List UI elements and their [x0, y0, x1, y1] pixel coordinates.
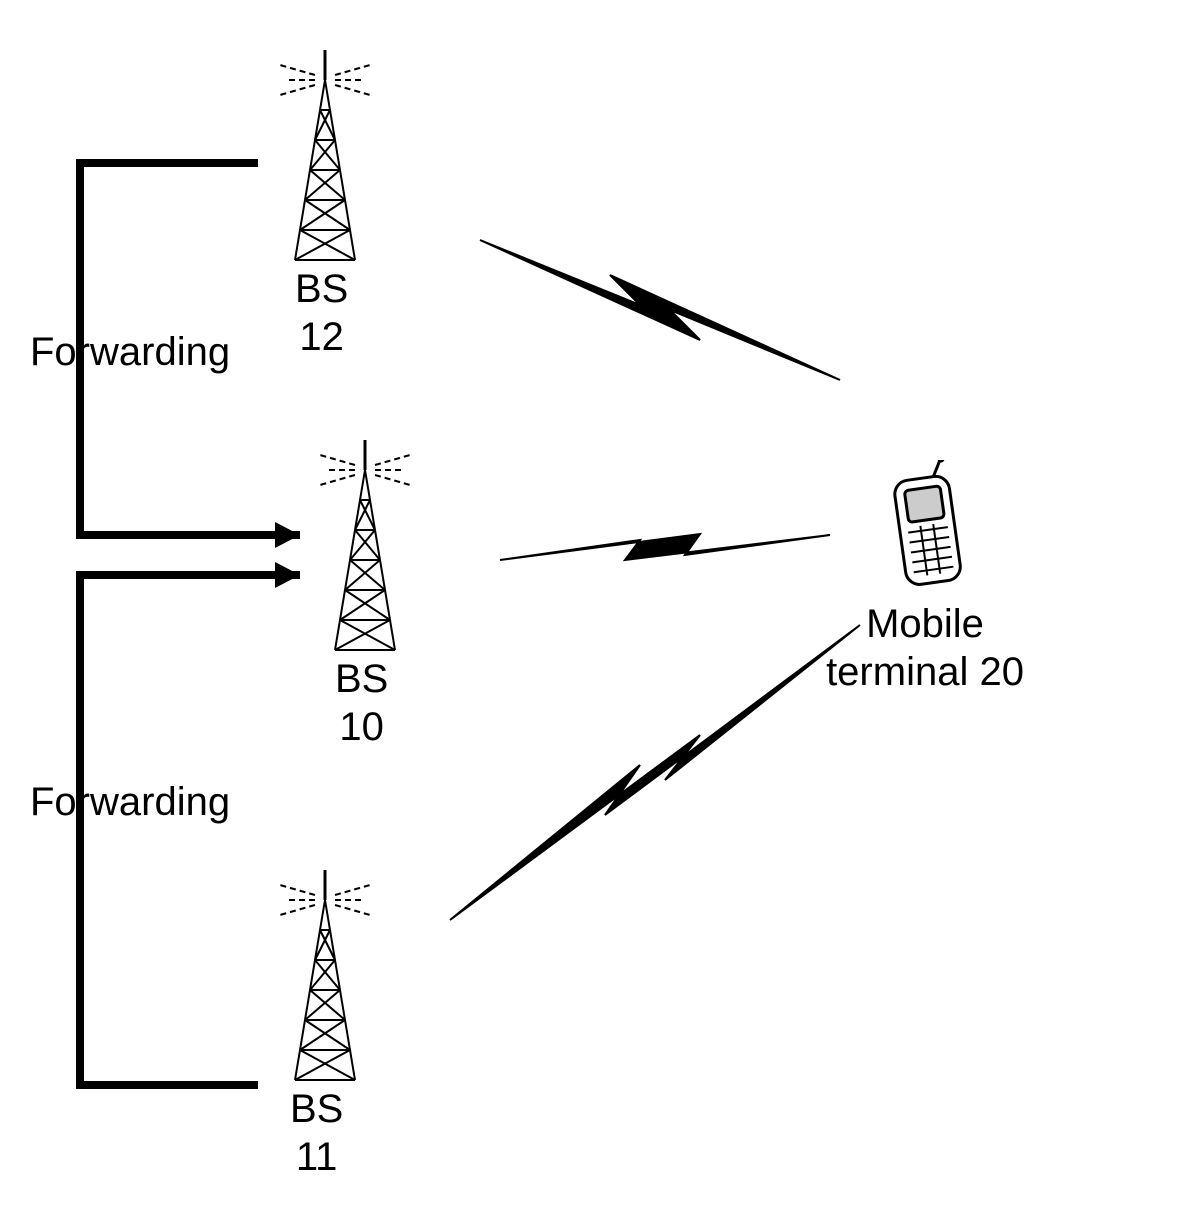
forwarding-label-bottom: Forwarding [30, 780, 230, 825]
signal-bs11 [430, 620, 880, 945]
signal-bs10 [490, 510, 840, 595]
signal-bs12 [460, 220, 860, 425]
diagram-container: BS 12 [0, 0, 1204, 1226]
forwarding-arrow-bottom [0, 0, 1204, 1226]
